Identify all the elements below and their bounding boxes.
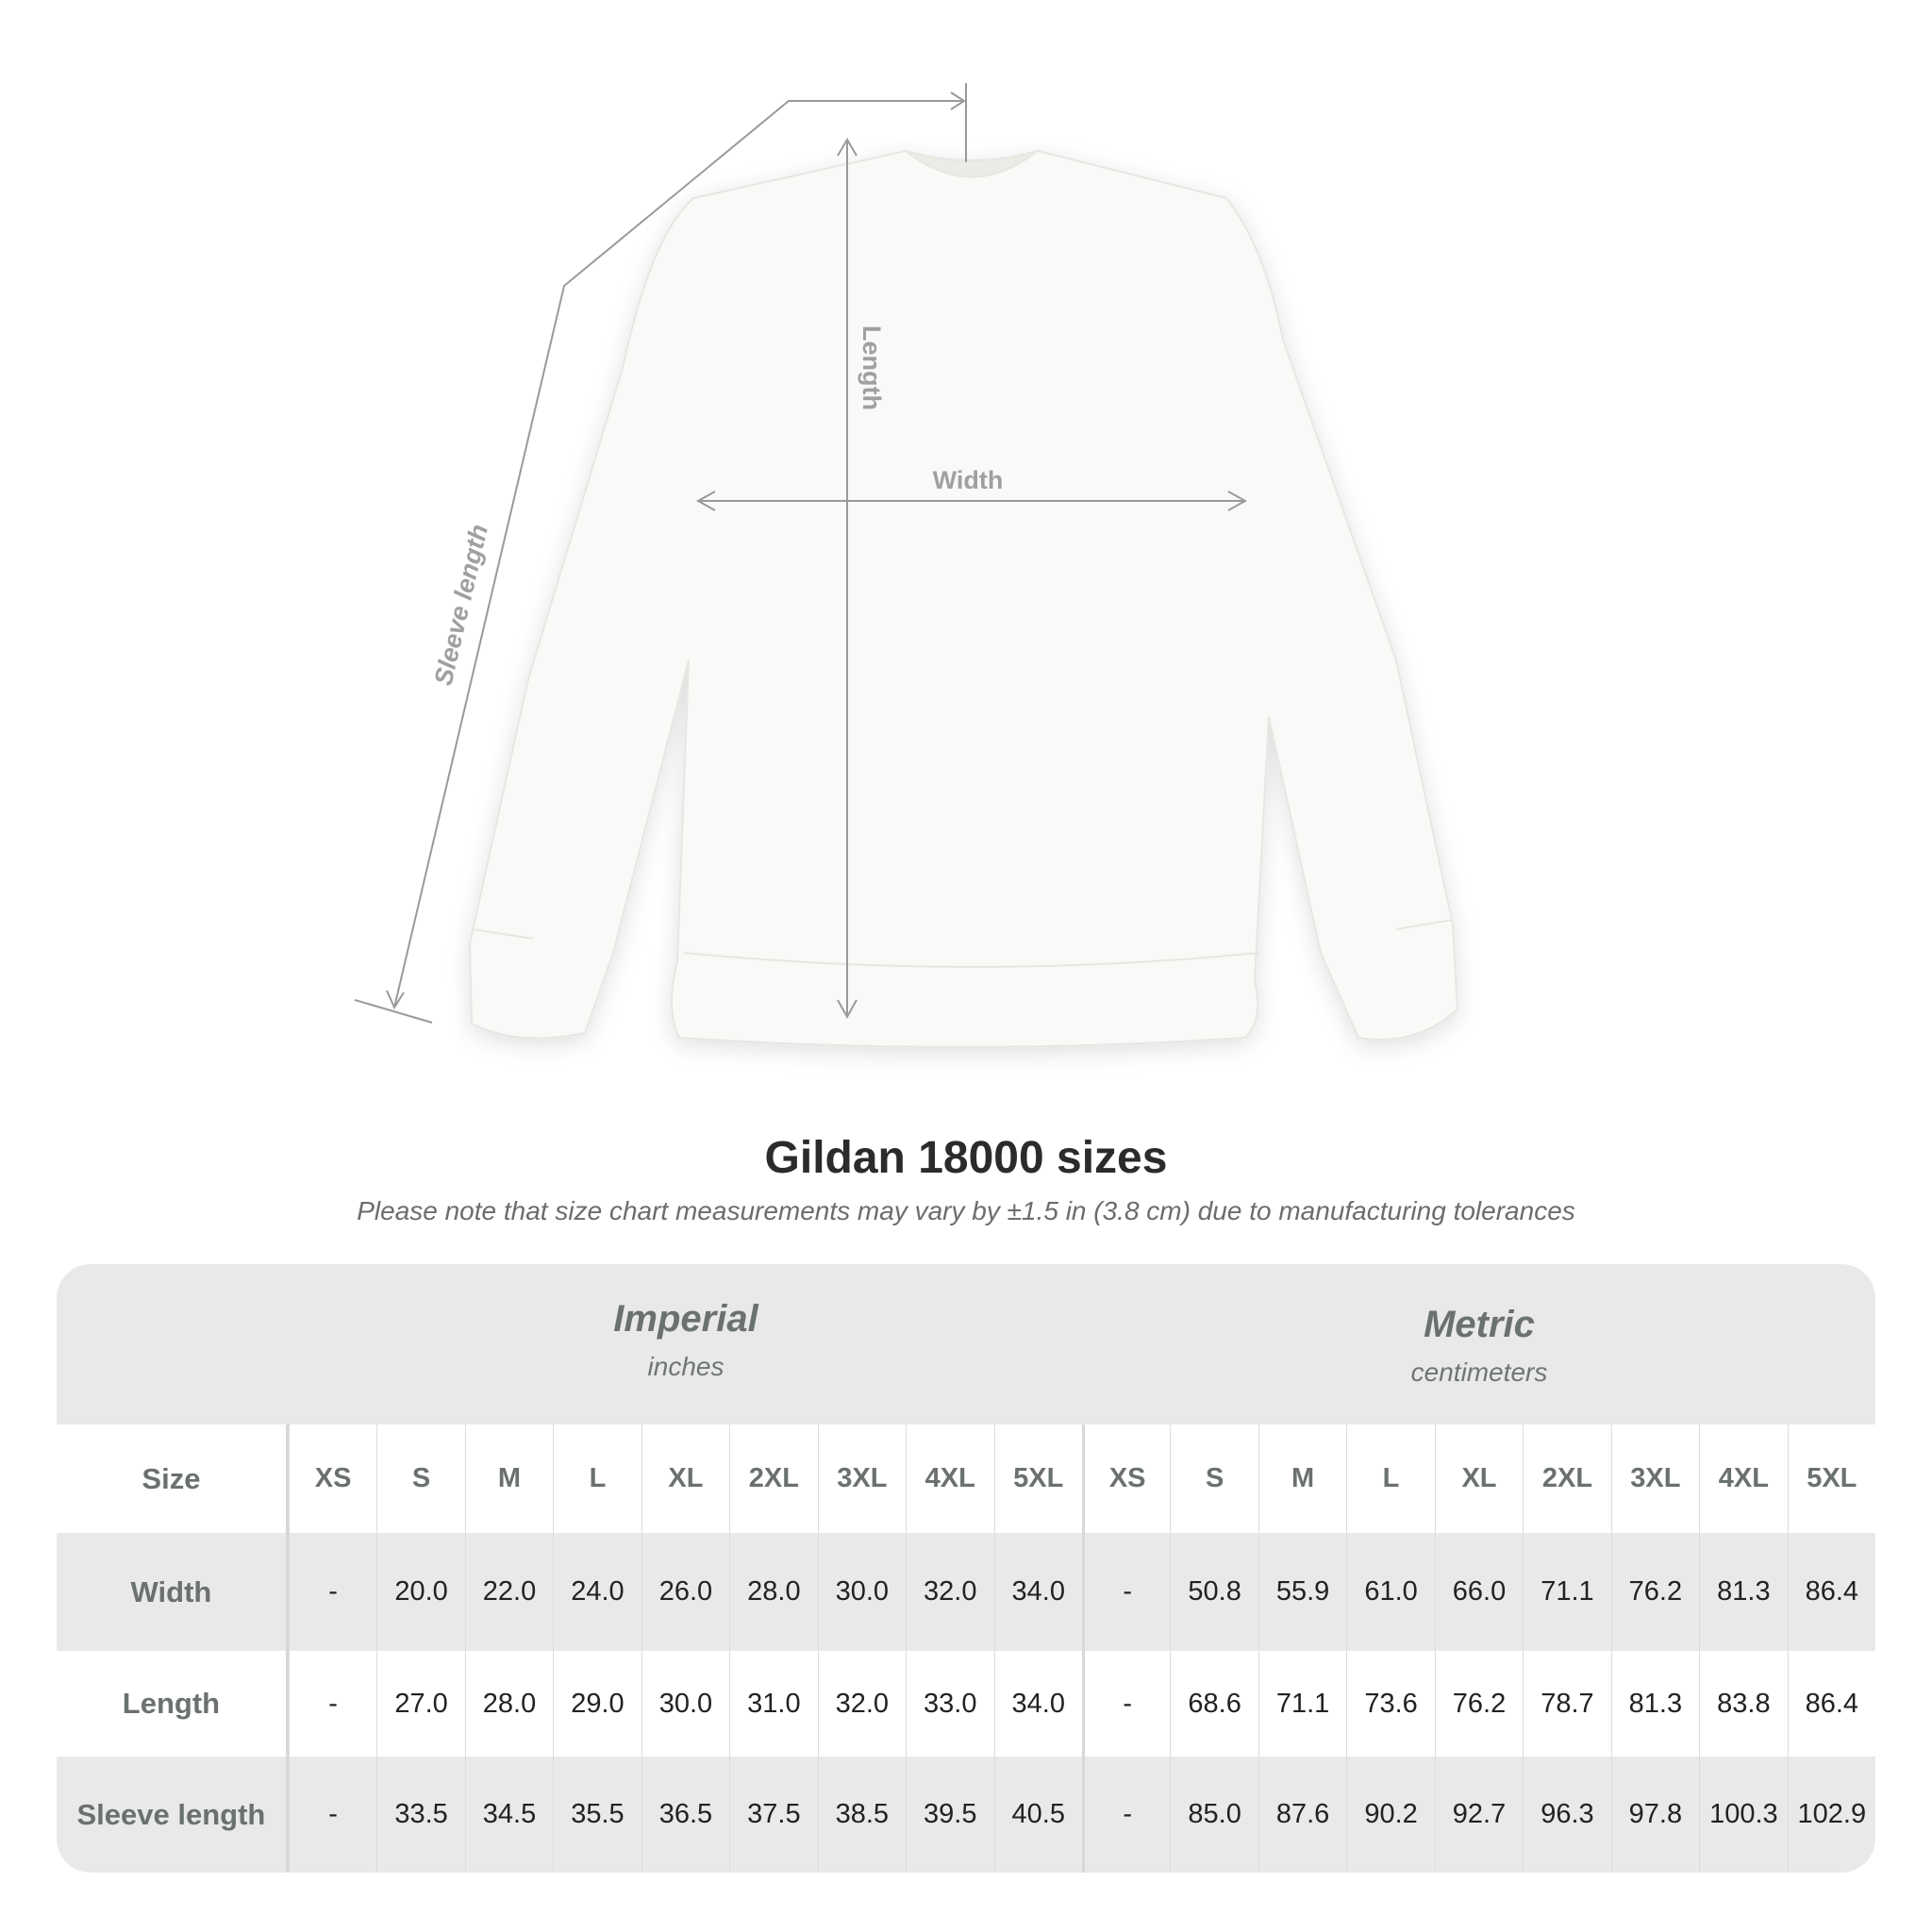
metric-value-cell: 68.6 bbox=[1170, 1651, 1257, 1757]
size-table: Imperial inches Metric centimeters Size X… bbox=[57, 1264, 1875, 1873]
metric-value-cell: 81.3 bbox=[1699, 1533, 1787, 1651]
imperial-value-cell: 40.5 bbox=[993, 1757, 1082, 1873]
metric-value-cell: 76.2 bbox=[1434, 1651, 1523, 1757]
row-label: Length bbox=[57, 1651, 289, 1757]
table-row-length: Length -27.0 28.0 29.0 30.0 31.0 32.0 33.0 34.0-… bbox=[57, 1651, 1875, 1757]
metric-value-cell: 61.0 bbox=[1346, 1533, 1434, 1651]
imperial-value-cell: 20.0 bbox=[376, 1533, 464, 1651]
row-band bbox=[57, 1757, 1875, 1873]
row-label: Width bbox=[57, 1533, 289, 1651]
imperial-value-cell: 24.0 bbox=[553, 1533, 641, 1651]
sleeve-length-label: Sleeve length bbox=[429, 522, 493, 688]
imperial-value-cell: 30.0 bbox=[641, 1651, 729, 1757]
row-band bbox=[57, 1533, 1875, 1651]
imperial-value-cell: 28.0 bbox=[464, 1651, 553, 1757]
imperial-value-cell: 33.5 bbox=[376, 1757, 464, 1873]
imperial-header: Imperial inches bbox=[289, 1264, 1083, 1424]
size-row: Size XS S M L XL 2XL 3XL 4XL 5XL XS S M L XL 2XL 3XL 4XL 5… bbox=[57, 1424, 1875, 1533]
imperial-value-cell: 28.0 bbox=[729, 1533, 817, 1651]
metric-size-3xl: 3XL bbox=[1610, 1424, 1699, 1533]
imperial-value-cell: 27.0 bbox=[376, 1651, 464, 1757]
imperial-value-cell: 32.0 bbox=[906, 1533, 993, 1651]
metric-value-cell: 50.8 bbox=[1170, 1533, 1257, 1651]
sweatshirt-image bbox=[468, 149, 1459, 1048]
imperial-size-s: S bbox=[376, 1424, 464, 1533]
metric-value-cell: 66.0 bbox=[1434, 1533, 1523, 1651]
table-row-width: Width -20.0 22.0 24.0 26.0 28.0 30.0 32.0 34.0-5… bbox=[57, 1533, 1875, 1651]
imperial-value-cell: 36.5 bbox=[641, 1757, 729, 1873]
metric-title: Metric bbox=[1424, 1304, 1535, 1345]
metric-size-m: M bbox=[1257, 1424, 1346, 1533]
imperial-value-cell: 34.0 bbox=[993, 1533, 1082, 1651]
metric-size-2xl: 2XL bbox=[1523, 1424, 1610, 1533]
metric-value-cell: 100.3 bbox=[1699, 1757, 1787, 1873]
metric-value-cell: 92.7 bbox=[1434, 1757, 1523, 1873]
metric-value-cell: 102.9 bbox=[1787, 1757, 1875, 1873]
page-title: Gildan 18000 sizes bbox=[764, 1133, 1168, 1183]
metric-value-cell: 96.3 bbox=[1523, 1757, 1610, 1873]
imperial-value-cell: 39.5 bbox=[906, 1757, 993, 1873]
imperial-value-cell: 35.5 bbox=[553, 1757, 641, 1873]
imperial-value-cell: 22.0 bbox=[464, 1533, 553, 1651]
metric-size-4xl: 4XL bbox=[1699, 1424, 1787, 1533]
imperial-value-cell: 29.0 bbox=[553, 1651, 641, 1757]
imperial-size-4xl: 4XL bbox=[906, 1424, 993, 1533]
imperial-size-5xl: 5XL bbox=[993, 1424, 1082, 1533]
row-label: Sleeve length bbox=[57, 1757, 289, 1873]
metric-value-cell: 83.8 bbox=[1699, 1651, 1787, 1757]
metric-value-cell: 71.1 bbox=[1257, 1651, 1346, 1757]
metric-value-cell: 71.1 bbox=[1523, 1533, 1610, 1651]
metric-header: Metric centimeters bbox=[1083, 1264, 1875, 1424]
metric-value-cell: 86.4 bbox=[1787, 1533, 1875, 1651]
imperial-size-3xl: 3XL bbox=[817, 1424, 906, 1533]
metric-value-cell: 76.2 bbox=[1610, 1533, 1699, 1651]
metric-size-xs: XS bbox=[1081, 1424, 1170, 1533]
imperial-size-xs: XS bbox=[288, 1424, 376, 1533]
metric-value-cell: - bbox=[1081, 1533, 1170, 1651]
metric-value-cell: 78.7 bbox=[1523, 1651, 1610, 1757]
tolerance-note: Please note that size chart measurements… bbox=[357, 1196, 1575, 1225]
metric-value-cell: 90.2 bbox=[1346, 1757, 1434, 1873]
imperial-size-2xl: 2XL bbox=[729, 1424, 817, 1533]
size-header-label: Size bbox=[57, 1424, 289, 1533]
imperial-value-cell: 34.5 bbox=[464, 1757, 553, 1873]
metric-unit: centimeters bbox=[1410, 1357, 1548, 1387]
imperial-value-cell: 32.0 bbox=[817, 1651, 906, 1757]
metric-size-s: S bbox=[1170, 1424, 1257, 1533]
imperial-value-cell: 26.0 bbox=[641, 1533, 729, 1651]
imperial-unit: inches bbox=[647, 1352, 724, 1381]
imperial-value-cell: 34.0 bbox=[993, 1651, 1082, 1757]
imperial-value-cell: 37.5 bbox=[729, 1757, 817, 1873]
metric-size-5xl: 5XL bbox=[1787, 1424, 1875, 1533]
metric-value-cell: 97.8 bbox=[1610, 1757, 1699, 1873]
sweatshirt-diagram: Length Width Sleeve length bbox=[354, 83, 1459, 1048]
metric-value-cell: 85.0 bbox=[1170, 1757, 1257, 1873]
metric-size-l: L bbox=[1346, 1424, 1434, 1533]
metric-value-cell: - bbox=[1081, 1757, 1170, 1873]
metric-value-cell: - bbox=[1081, 1651, 1170, 1757]
imperial-size-m: M bbox=[464, 1424, 553, 1533]
imperial-value-cell: - bbox=[288, 1757, 376, 1873]
imperial-title: Imperial bbox=[613, 1298, 758, 1340]
metric-value-cell: 73.6 bbox=[1346, 1651, 1434, 1757]
imperial-value-cell: - bbox=[288, 1651, 376, 1757]
header-band bbox=[57, 1264, 1875, 1424]
imperial-size-xl: XL bbox=[641, 1424, 729, 1533]
width-label: Width bbox=[933, 466, 1004, 494]
measurement-lines bbox=[354, 83, 1248, 1024]
imperial-value-cell: 30.0 bbox=[817, 1533, 906, 1651]
imperial-value-cell: 38.5 bbox=[817, 1757, 906, 1873]
metric-value-cell: 81.3 bbox=[1610, 1651, 1699, 1757]
metric-value-cell: 87.6 bbox=[1257, 1757, 1346, 1873]
imperial-value-cell: 31.0 bbox=[729, 1651, 817, 1757]
imperial-value-cell: 33.0 bbox=[906, 1651, 993, 1757]
metric-value-cell: 86.4 bbox=[1787, 1651, 1875, 1757]
metric-size-xl: XL bbox=[1434, 1424, 1523, 1533]
imperial-value-cell: - bbox=[288, 1533, 376, 1651]
metric-value-cell: 55.9 bbox=[1257, 1533, 1346, 1651]
sleeve-length-line bbox=[393, 100, 964, 1008]
table-row-sleeve-length: Sleeve length -33.5 34.5 35.5 36.5 37.5 38.5 39… bbox=[57, 1757, 1875, 1873]
length-label: Length bbox=[858, 325, 886, 410]
imperial-size-l: L bbox=[553, 1424, 641, 1533]
